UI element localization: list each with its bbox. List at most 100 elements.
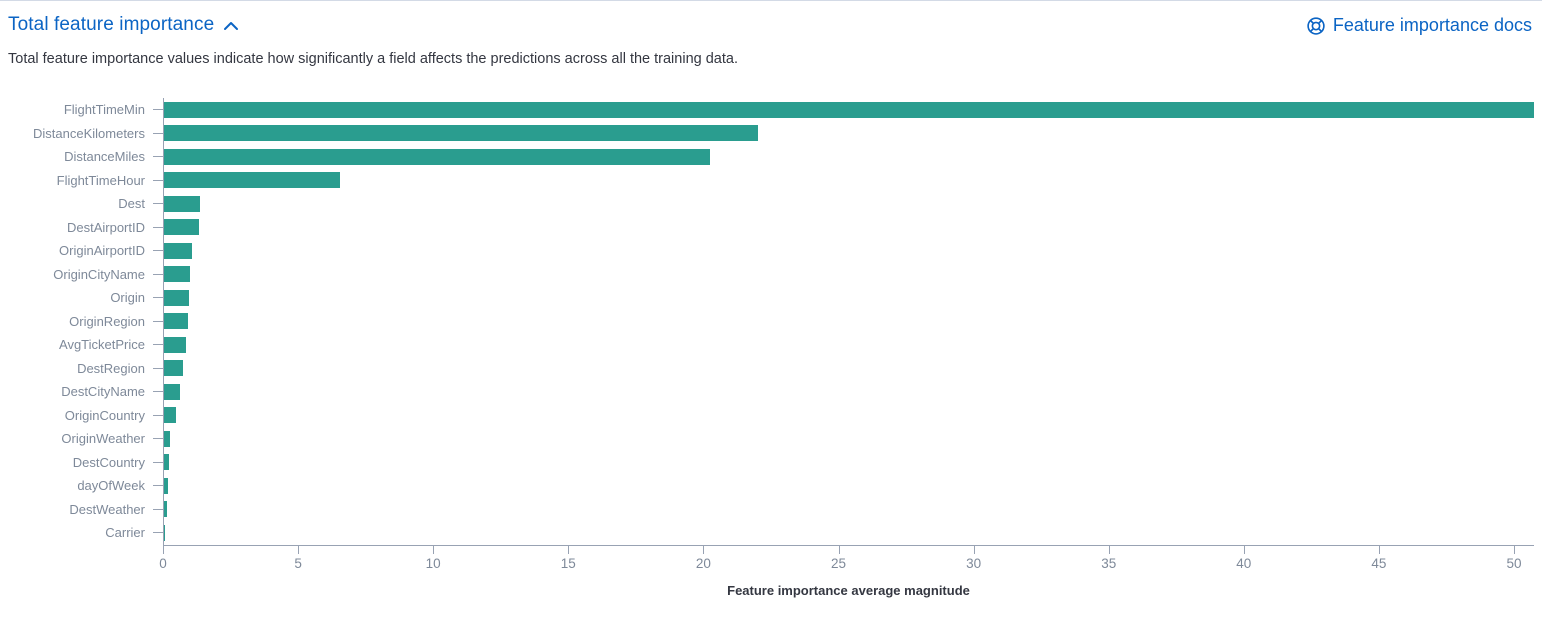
bar-track [163,450,1542,474]
y-axis-tick [145,273,163,275]
y-axis-label: AvgTicketPrice [59,337,145,353]
total-feature-importance-toggle[interactable]: Total feature importance [8,14,239,36]
x-axis-tick-label: 10 [425,555,441,571]
x-axis-tick [973,545,975,554]
docs-link-label: Feature importance docs [1332,14,1532,35]
x-axis-tick-label: 15 [560,555,576,571]
bar-track [163,427,1542,451]
x-axis-tick-label: 35 [1101,555,1117,571]
y-axis-tick [145,297,163,299]
bar-track [163,380,1542,404]
y-axis-label: OriginAirportID [59,243,145,259]
y-axis-label: DestCityName [61,384,145,400]
importance-bar [164,289,189,306]
bar-row: AvgTicketPrice [0,333,1542,357]
y-axis-tick [145,391,163,393]
x-axis-tick [568,545,570,554]
y-axis-tick [145,344,163,346]
y-axis-label: DestRegion [77,360,145,376]
importance-bar [164,524,166,541]
importance-bar [164,266,190,283]
x-axis-tick-label: 50 [1506,555,1522,571]
bar-row: Origin [0,286,1542,310]
bar-row: DestAirportID [0,215,1542,239]
bar-row: OriginAirportID [0,239,1542,263]
x-axis-tick-label: 20 [695,555,711,571]
feature-importance-chart: FlightTimeMin DistanceKilometers DistanceM… [0,98,1542,598]
bar-track [163,215,1542,239]
importance-bar [164,336,186,353]
lifebuoy-icon [1306,16,1326,36]
importance-bar [164,383,181,400]
y-axis-tick [145,414,163,416]
importance-bar [164,242,193,259]
x-axis-tick-label: 5 [294,555,302,571]
y-axis-label: DistanceMiles [64,149,145,165]
x-axis-title: Feature importance average magnitude [727,582,970,598]
importance-bar [164,125,759,142]
y-axis-tick [145,532,163,534]
y-axis-tick [145,438,163,440]
chevron-up-icon [223,20,239,32]
x-axis-tick [163,545,164,554]
y-axis-tick [145,320,163,322]
y-axis-tick [145,250,163,252]
bar-row: OriginCityName [0,262,1542,286]
y-axis-label: FlightTimeMin [63,102,145,118]
y-axis-tick [145,156,163,158]
y-axis-tick [145,367,163,369]
y-axis-label: dayOfWeek [77,478,145,494]
y-axis-label: Origin [110,290,145,306]
y-axis-tick [145,179,163,181]
bar-row: DestWeather [0,497,1542,521]
x-axis-tick-label: 25 [830,555,847,571]
bar-track [163,333,1542,357]
y-axis-label: DistanceKilometers [33,125,145,141]
y-axis-label: DestWeather [69,501,145,517]
bar-row: OriginWeather [0,427,1542,451]
bar-track [163,286,1542,310]
bar-track [163,192,1542,216]
bar-row: FlightTimeMin [0,98,1542,122]
x-axis-tick [1378,545,1380,554]
importance-bar [164,360,184,377]
feature-importance-docs-link[interactable]: Feature importance docs [1306,15,1532,36]
bar-track [163,262,1542,286]
x-axis-tick [703,545,705,554]
y-axis-label: Dest [118,196,145,212]
importance-bar [164,101,1534,118]
x-axis-tick [298,545,300,554]
y-axis-label: OriginCityName [53,266,145,282]
y-axis-label: FlightTimeHour [56,172,145,188]
importance-bar [164,454,169,471]
y-axis-tick [145,226,163,228]
bar-row: dayOfWeek [0,474,1542,498]
bar-track [163,474,1542,498]
bar-track [163,121,1542,145]
bar-track [163,403,1542,427]
x-axis-tick-label: 40 [1236,555,1252,571]
x-axis-tick-label: 30 [966,555,982,571]
x-axis-tick [838,545,840,554]
x-axis-tick [1108,545,1110,554]
importance-bar [164,477,169,494]
importance-bar [164,219,200,236]
bar-row: DistanceKilometers [0,121,1542,145]
x-axis [163,544,1534,554]
y-axis-label: Carrier [105,525,145,541]
importance-bar [164,313,188,330]
importance-bar [164,501,167,518]
importance-bar [164,430,170,447]
importance-bar [164,195,201,212]
y-axis-tick [145,203,163,205]
y-axis-tick [145,461,163,463]
y-axis-tick [145,508,163,510]
panel-description: Total feature importance values indicate… [8,51,738,67]
bar-row: Carrier [0,521,1542,545]
x-axis-labels: 0 5 10 15 20 25 30 35 40 45 50 [159,555,1534,574]
bar-row: DestCountry [0,450,1542,474]
bar-track [163,98,1542,122]
y-axis-tick [145,485,163,487]
x-axis-tick [1243,545,1245,554]
y-axis-label: OriginWeather [61,431,145,447]
